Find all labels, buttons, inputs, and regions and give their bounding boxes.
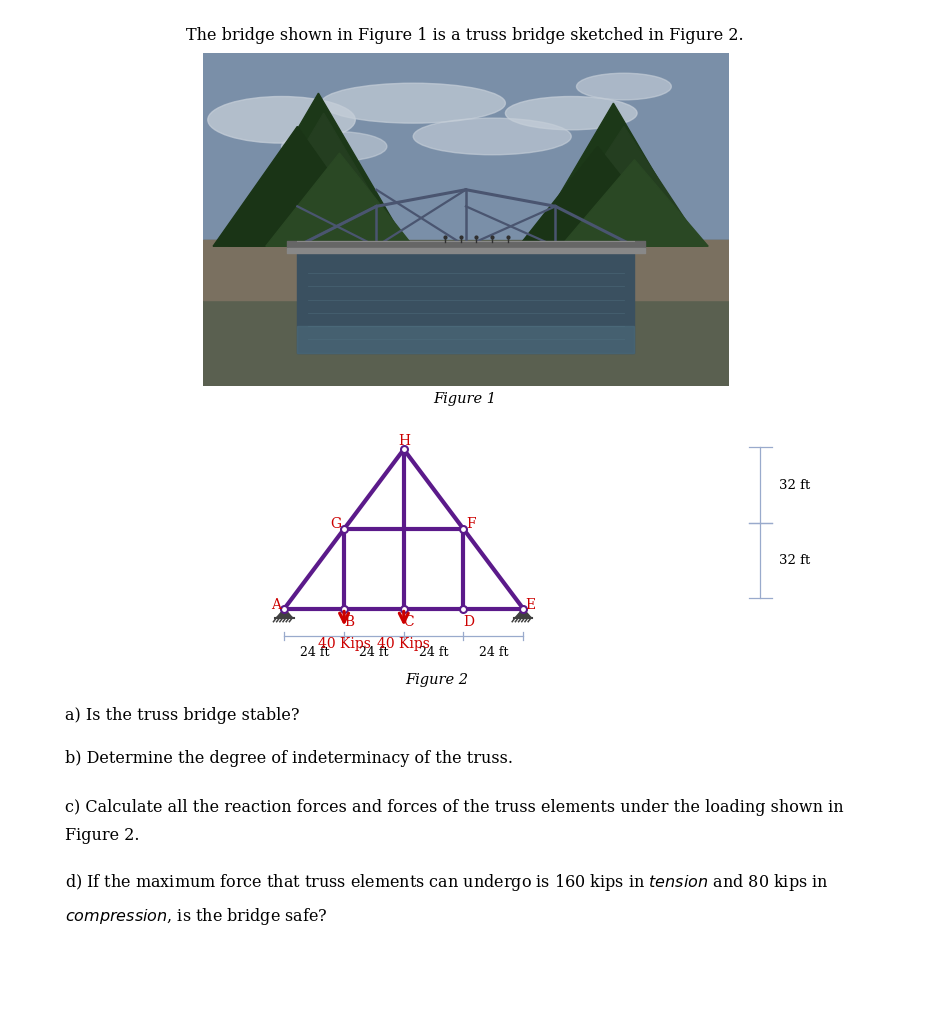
Text: a) Is the truss bridge stable?: a) Is the truss bridge stable? — [65, 707, 299, 724]
Polygon shape — [228, 93, 407, 247]
Text: 24 ft: 24 ft — [478, 646, 508, 658]
Text: $\it{compression}$, is the bridge safe?: $\it{compression}$, is the bridge safe? — [65, 906, 328, 928]
Text: C: C — [403, 615, 414, 629]
Polygon shape — [545, 127, 702, 247]
Text: 24 ft: 24 ft — [359, 646, 388, 658]
Text: 40 Kips: 40 Kips — [377, 637, 430, 651]
Polygon shape — [518, 146, 676, 247]
Polygon shape — [265, 154, 413, 247]
Bar — [297, 253, 634, 352]
Bar — [202, 53, 728, 247]
Text: Figure 2: Figure 2 — [405, 673, 468, 687]
Ellipse shape — [413, 118, 571, 155]
Text: d) If the maximum force that truss elements can undergo is 160 kips in $\it{tens: d) If the maximum force that truss eleme… — [65, 872, 828, 894]
Bar — [202, 240, 728, 386]
Text: Figure 1: Figure 1 — [432, 392, 496, 407]
Text: 24 ft: 24 ft — [299, 646, 329, 658]
Bar — [297, 326, 634, 352]
Text: G: G — [329, 517, 341, 531]
Text: A: A — [270, 598, 280, 611]
Polygon shape — [561, 160, 707, 247]
Text: The bridge shown in Figure 1 is a truss bridge sketched in Figure 2.: The bridge shown in Figure 1 is a truss … — [186, 27, 742, 44]
Ellipse shape — [505, 96, 637, 130]
Polygon shape — [244, 114, 402, 247]
Polygon shape — [213, 127, 381, 247]
Polygon shape — [277, 608, 292, 617]
Polygon shape — [515, 608, 531, 617]
Text: 32 ft: 32 ft — [778, 478, 809, 492]
Bar — [202, 240, 318, 299]
Text: D: D — [462, 615, 473, 629]
Text: E: E — [525, 598, 535, 611]
Bar — [612, 240, 728, 299]
Text: 24 ft: 24 ft — [419, 646, 448, 658]
Text: 32 ft: 32 ft — [778, 554, 809, 567]
Polygon shape — [529, 103, 697, 247]
Ellipse shape — [321, 83, 505, 123]
Text: Figure 2.: Figure 2. — [65, 827, 139, 845]
Ellipse shape — [281, 131, 386, 162]
Text: b) Determine the degree of indeterminacy of the truss.: b) Determine the degree of indeterminacy… — [65, 750, 512, 767]
Text: c) Calculate all the reaction forces and forces of the truss elements under the : c) Calculate all the reaction forces and… — [65, 799, 843, 816]
Text: B: B — [343, 615, 354, 629]
Ellipse shape — [208, 96, 354, 143]
Text: 40 Kips: 40 Kips — [317, 637, 370, 651]
Ellipse shape — [576, 74, 671, 100]
Text: H: H — [397, 434, 409, 447]
Text: F: F — [466, 517, 475, 531]
